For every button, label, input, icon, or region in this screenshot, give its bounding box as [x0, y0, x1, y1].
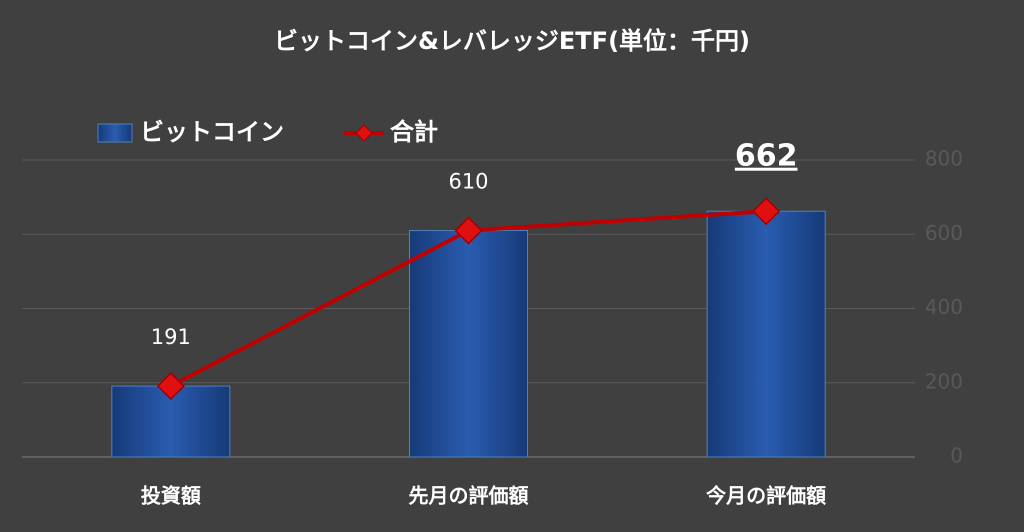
data-label: 610: [448, 170, 488, 194]
bar: [409, 230, 528, 458]
legend-label: 合計: [390, 118, 438, 146]
bar: [706, 210, 826, 458]
y-tick-label: 400: [925, 295, 963, 319]
legend-label: ビットコイン: [140, 118, 284, 146]
y-tick-label: 0: [950, 444, 963, 468]
y-tick-label: 200: [925, 369, 963, 393]
data-label: 662: [735, 139, 798, 174]
y-tick-label: 600: [925, 221, 963, 245]
legend-marker: [355, 124, 373, 142]
marker: [454, 216, 483, 245]
data-label: 191: [151, 325, 191, 349]
x-tick-label: 先月の評価額: [409, 484, 529, 508]
chart-title: ビットコイン&レバレッジETF(単位：千円): [274, 27, 750, 55]
x-tick-label: 今月の評価額: [706, 484, 826, 508]
marker: [156, 372, 185, 401]
legend-swatch: [97, 123, 133, 143]
y-tick-label: 800: [925, 147, 963, 171]
marker: [752, 197, 781, 226]
x-tick-label: 投資額: [141, 484, 201, 508]
